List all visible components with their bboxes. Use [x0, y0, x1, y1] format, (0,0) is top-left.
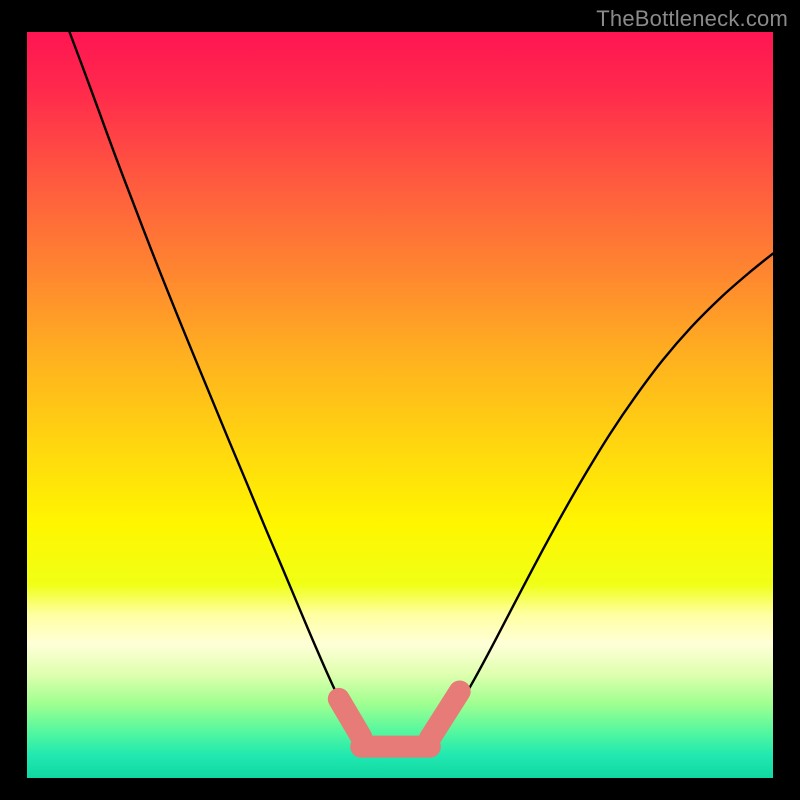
- stage: TheBottleneck.com: [0, 0, 800, 800]
- watermark-text: TheBottleneck.com: [596, 6, 788, 32]
- chart-background: [27, 32, 773, 778]
- bottleneck-chart: [27, 32, 773, 778]
